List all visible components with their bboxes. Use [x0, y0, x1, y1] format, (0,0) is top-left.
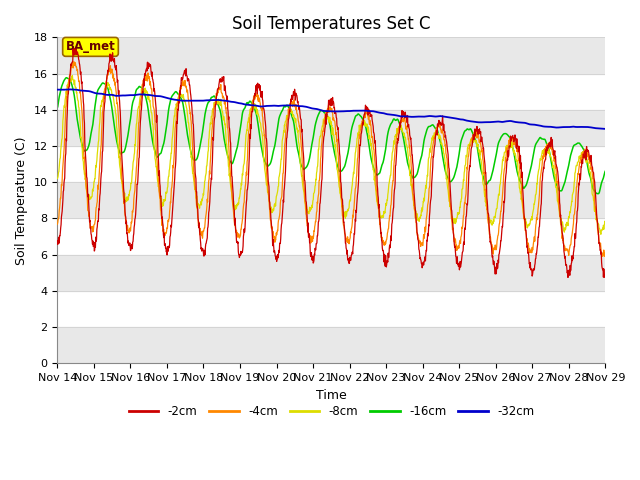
Title: Soil Temperatures Set C: Soil Temperatures Set C	[232, 15, 431, 33]
Bar	[58, 255, 605, 291]
Bar	[58, 110, 605, 146]
Text: BA_met: BA_met	[66, 40, 115, 53]
Bar	[58, 182, 605, 218]
Bar	[58, 327, 605, 363]
X-axis label: Time: Time	[316, 389, 347, 402]
Y-axis label: Soil Temperature (C): Soil Temperature (C)	[15, 136, 28, 264]
Legend: -2cm, -4cm, -8cm, -16cm, -32cm: -2cm, -4cm, -8cm, -16cm, -32cm	[124, 400, 539, 423]
Bar	[58, 37, 605, 73]
